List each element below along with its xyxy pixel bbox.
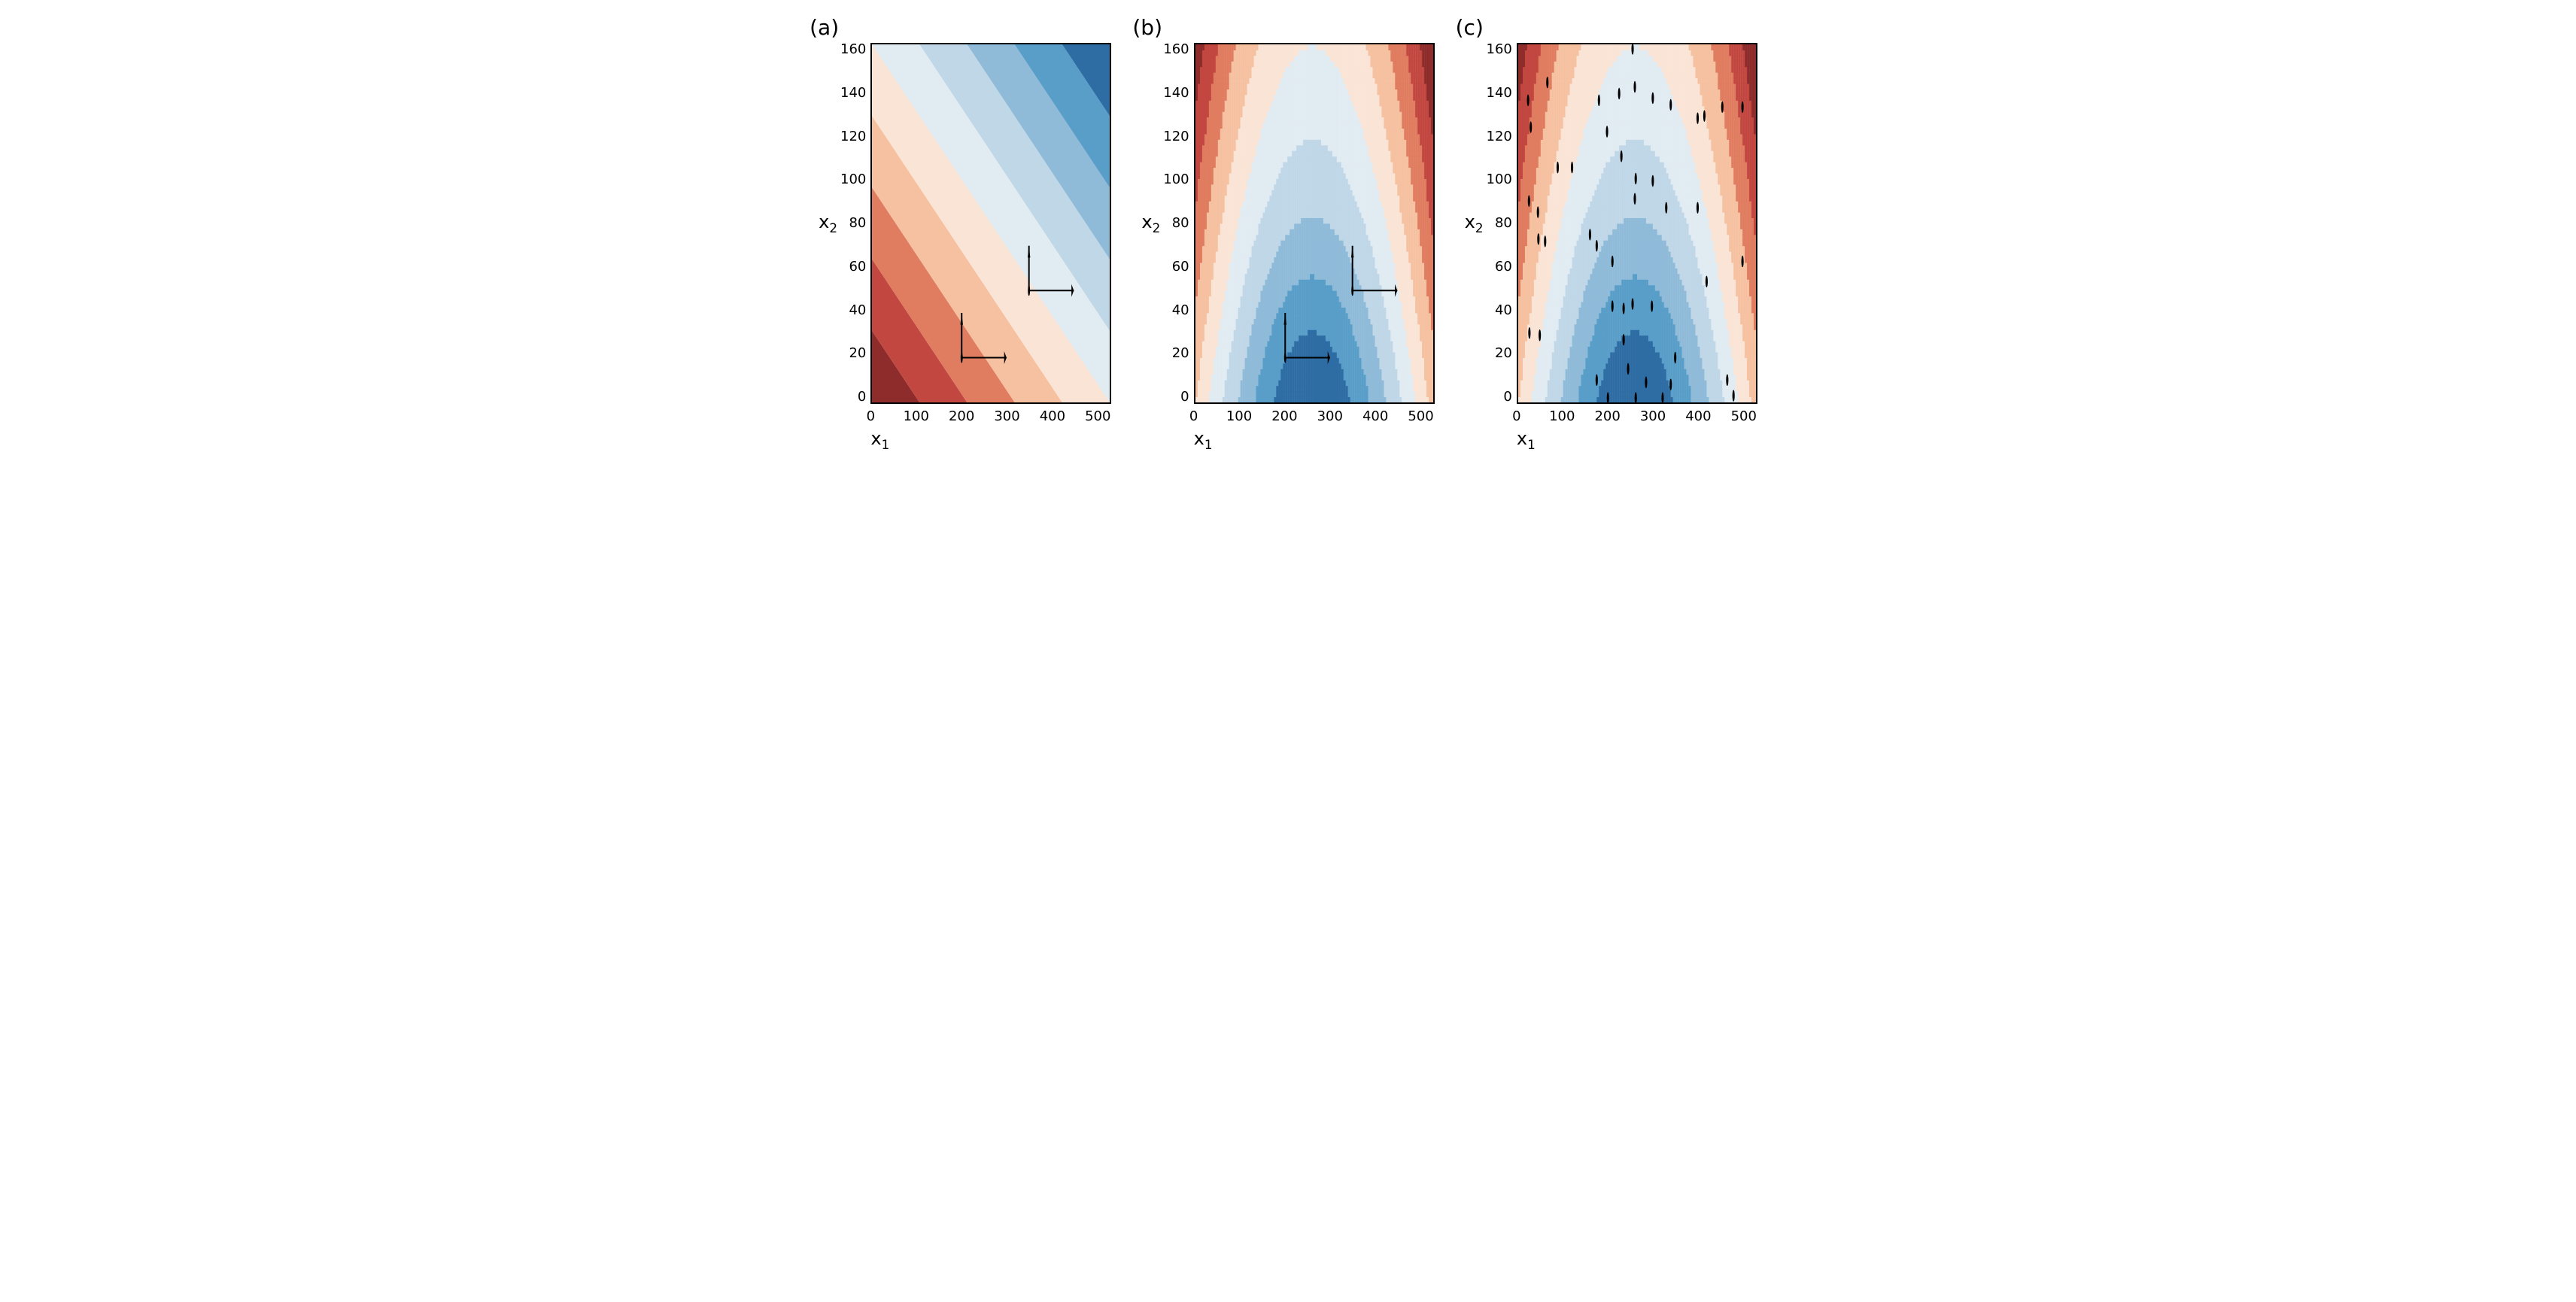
y-axis-label: x2 xyxy=(819,211,837,235)
panel-label-a: (a) xyxy=(810,15,839,40)
arrow-head xyxy=(1004,351,1007,364)
y-tick: 160 xyxy=(840,43,866,56)
y-axis-label: x2 xyxy=(1141,211,1160,235)
panel-a: (a) x2 160140120100806040200 01002003004… xyxy=(819,15,1111,452)
panel-label-b: (b) xyxy=(1132,15,1162,40)
y-tick: 120 xyxy=(840,130,866,144)
y-tick: 100 xyxy=(840,173,866,187)
y-tick: 60 xyxy=(1172,260,1189,274)
y-axis-b: x2 160 140 120 100 80 60 40 20 0 xyxy=(1141,43,1193,404)
y-tick: 60 xyxy=(849,260,866,274)
x-axis-label: x1 xyxy=(870,428,1111,452)
y-axis-a: x2 160 140 120 100 80 60 40 20 0 xyxy=(819,43,870,404)
y-tick: 0 xyxy=(1180,390,1189,404)
y-tick: 120 xyxy=(1163,130,1189,144)
panel-b: (b) x2 160140120100806040200 01002003004… xyxy=(1141,15,1434,452)
arrow-head xyxy=(1028,246,1030,258)
plot-b xyxy=(1194,43,1435,404)
y-tick: 0 xyxy=(858,390,866,404)
y-tick: 40 xyxy=(849,304,866,317)
y-tick: 140 xyxy=(840,86,866,100)
y-tick: 100 xyxy=(1163,173,1189,187)
y-tick: 40 xyxy=(1172,304,1189,317)
plot-a xyxy=(870,43,1111,404)
arrow-head xyxy=(1072,284,1074,297)
y-tick: 80 xyxy=(849,217,866,230)
y-tick: 20 xyxy=(1172,347,1189,360)
arrow-head xyxy=(961,313,963,325)
y-tick: 160 xyxy=(1163,43,1189,56)
y-tick: 80 xyxy=(1172,217,1189,230)
y-tick: 20 xyxy=(849,347,866,360)
figure: (a) x2 160140120100806040200 01002003004… xyxy=(819,15,1757,452)
y-tick: 140 xyxy=(1163,86,1189,100)
